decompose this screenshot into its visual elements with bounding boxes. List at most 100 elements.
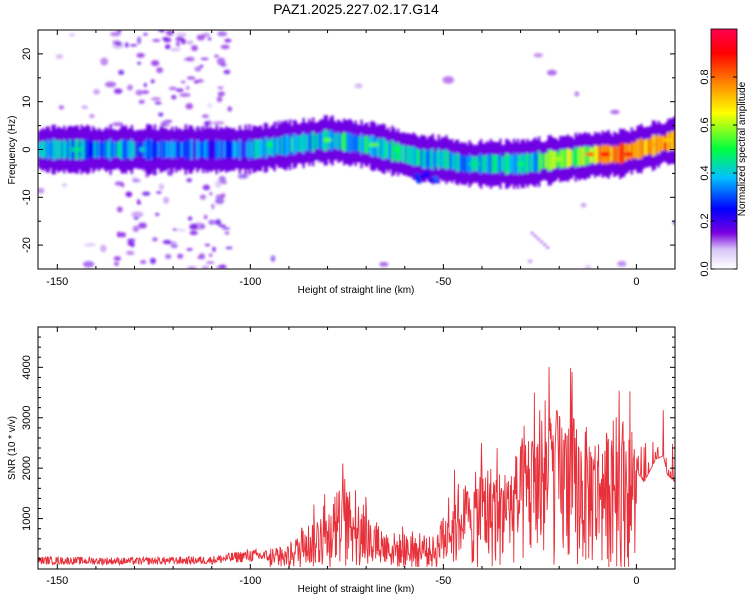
spectrogram-cell (168, 86, 177, 91)
snr-y-tick-label: 3000 (21, 406, 33, 430)
spectrogram-cell (632, 142, 635, 159)
spectrogram-cell (379, 261, 389, 267)
snr-x-tick-label: -150 (46, 575, 68, 587)
spectrogram-cell (62, 183, 67, 188)
spectrogram-cell (290, 137, 294, 152)
spectrogram-cell (451, 152, 454, 170)
spectrogram-cell (346, 133, 350, 152)
spectrogram-cell (181, 38, 187, 45)
spectrogram-cell (508, 154, 512, 173)
spectrogram-cell (65, 141, 68, 158)
spectrogram-cell (55, 141, 58, 158)
spectrogram-cell (617, 146, 620, 163)
spectrogram-cell (285, 134, 288, 156)
spectrogram-cell (142, 90, 150, 94)
spectrogram-cell (58, 105, 65, 110)
spectrogram-x-title: Height of straight line (km) (298, 285, 415, 296)
spectrogram-cell (574, 91, 580, 97)
spectrogram-cell (149, 139, 153, 160)
spectrogram-cell (138, 99, 145, 104)
spectrogram-cell (165, 254, 172, 260)
spectrogram-y-tick-label: 20 (21, 48, 33, 60)
spectrogram-cell (530, 153, 533, 172)
spectrogram-cell (216, 96, 222, 103)
spectrogram-cell (163, 196, 170, 204)
spectrogram-cell (148, 138, 151, 161)
spectrogram-cell (111, 141, 114, 158)
spectrogram-cell (487, 155, 491, 173)
spectrogram-cell (107, 141, 110, 158)
spectrogram-cell (194, 142, 197, 157)
spectrogram-cell (124, 42, 129, 48)
colorbar-tick-label: 0.8 (699, 69, 711, 84)
spectrogram-cell (331, 129, 334, 152)
spectrogram-cell (127, 84, 133, 91)
spectrogram-cell (130, 241, 135, 248)
spectrogram-cell (597, 145, 601, 164)
spectrogram-cell (312, 131, 315, 153)
spectrogram-cell (172, 228, 177, 231)
snr-panel: -150 -100 -50 0 1000 2000 3000 4000 Height of … (7, 326, 676, 595)
spectrogram-cell (321, 132, 325, 150)
spectrogram-cell (379, 138, 382, 158)
spectrogram-cell (125, 191, 132, 197)
spectrogram-cell (277, 137, 280, 155)
spectrogram-cell (563, 149, 566, 168)
spectrogram-cell (117, 142, 120, 157)
spectrogram-cell (68, 33, 76, 37)
spectrogram-cell (180, 80, 186, 84)
spectrogram-cell (600, 152, 611, 157)
spectrogram-cell (165, 30, 175, 36)
spectrogram-cell (219, 140, 222, 159)
spectrogram-cell (244, 138, 247, 161)
spectrogram-x-axis: -150 -100 -50 0 (46, 30, 676, 288)
spectrogram-cell (464, 155, 467, 173)
spectrogram-cell (462, 155, 465, 173)
spectrogram-cell (93, 88, 100, 95)
spectrogram-cell (232, 140, 236, 159)
spectrogram-cell (335, 133, 338, 148)
spectrogram-cell (319, 132, 323, 150)
spectrogram-cell (433, 179, 440, 184)
spectrogram-cell (261, 141, 265, 156)
colorbar-gradient (710, 28, 738, 270)
spectrogram-cell (223, 141, 226, 158)
spectrogram-cell (186, 178, 193, 183)
spectrogram-cell (281, 136, 284, 155)
spectrogram-cell (131, 211, 144, 218)
spectrogram-cell (110, 31, 121, 37)
spectrogram-cell (435, 152, 438, 166)
spectrogram-cell (86, 139, 89, 160)
spectrogram-cell (151, 141, 155, 158)
spectrogram-cell (225, 139, 228, 160)
spectrogram-cell (236, 142, 240, 157)
spectrogram-cell (385, 141, 388, 158)
spectrogram-cell (207, 102, 213, 108)
spectrogram-cell (366, 135, 369, 154)
spectrogram-cell (234, 142, 238, 157)
colorbar-title: Normalized spectral amplitude (737, 81, 748, 216)
spectrogram-cell (131, 176, 139, 183)
spectrogram-cell (187, 216, 193, 221)
spectrogram-cell (653, 134, 657, 156)
spectrogram-cell (466, 156, 469, 171)
spectrogram-cell (342, 132, 346, 152)
spectrogram-cell (333, 132, 336, 149)
spectrogram-cell (211, 141, 215, 158)
spectrogram-cell (495, 154, 498, 173)
spectrogram-cell (202, 184, 211, 191)
spectrogram-cell (90, 142, 93, 157)
spectrogram-cell (203, 214, 208, 220)
spectrogram-cell (154, 212, 160, 216)
spectrogram-cell (304, 134, 307, 151)
spectrogram-cell (655, 136, 659, 153)
spectrogram-cell (189, 223, 198, 230)
spectrogram-cell (120, 183, 125, 188)
spectrogram-cell (398, 145, 402, 161)
spectrogram-cell (196, 140, 199, 159)
spectrogram-cell (207, 141, 211, 158)
spectrogram-cell (429, 149, 433, 169)
spectrogram-cell (182, 141, 186, 158)
spectrogram-cell (505, 153, 508, 175)
